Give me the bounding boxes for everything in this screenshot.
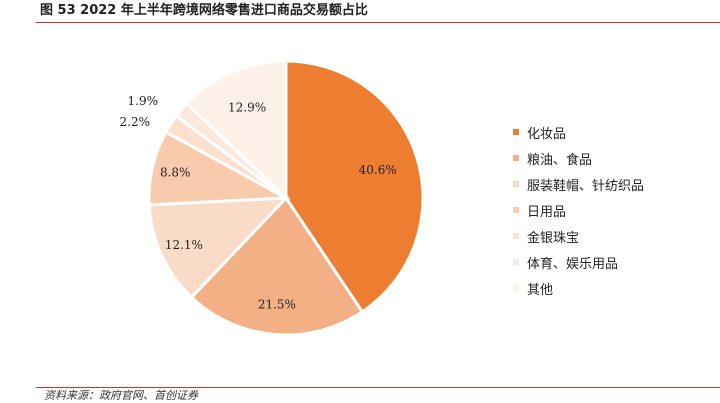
legend-swatch xyxy=(513,129,519,135)
pie-slices xyxy=(147,59,425,337)
legend-item: 化妆品 xyxy=(513,119,644,145)
source-divider xyxy=(36,387,720,388)
legend-item: 其他 xyxy=(513,275,644,301)
legend-label: 其他 xyxy=(527,282,554,298)
legend-swatch xyxy=(513,259,519,265)
legend-swatch xyxy=(513,155,519,161)
slice-value-label: 21.5% xyxy=(258,298,296,312)
source-note: 资料来源：政府官网、首创证券 xyxy=(44,389,198,402)
legend-label: 体育、娱乐用品 xyxy=(527,256,619,272)
legend-item: 体育、娱乐用品 xyxy=(513,249,644,275)
legend-label: 金银珠宝 xyxy=(527,230,580,246)
legend-label: 粮油、食品 xyxy=(527,152,593,168)
pie-value-labels: 40.6% 21.5% 12.1% 8.8% 2.2% 1.9% 12.9% xyxy=(120,94,397,312)
slice-value-label: 40.6% xyxy=(359,163,397,177)
pie-slice xyxy=(147,196,290,300)
chart-legend: 化妆品粮油、食品服装鞋帽、针纺织品 日用品金银珠宝体育、娱乐用品 其他 xyxy=(513,119,644,301)
figure-title: 图 53 2022 年上半年跨境网络零售进口商品交易额占比 xyxy=(40,3,368,18)
legend-swatch xyxy=(513,233,519,239)
legend-swatch xyxy=(513,181,519,187)
legend-label: 服装鞋帽、针纺织品 xyxy=(527,178,645,194)
legend-swatch xyxy=(513,207,519,213)
title-divider xyxy=(36,22,720,23)
slice-value-label: 12.9% xyxy=(228,100,266,114)
pie-slice xyxy=(189,195,365,337)
slice-value-label: 8.8% xyxy=(160,166,191,180)
slice-value-label: 2.2% xyxy=(120,115,151,129)
legend-swatch xyxy=(513,285,519,291)
slice-value-label: 1.9% xyxy=(128,94,159,108)
legend-label: 化妆品 xyxy=(527,126,567,142)
pie-slice xyxy=(184,59,288,202)
pie-slice xyxy=(284,59,425,314)
legend-label: 日用品 xyxy=(527,204,567,220)
slice-value-label: 12.1% xyxy=(165,238,203,252)
legend-item: 日用品 xyxy=(513,197,644,223)
legend-item: 金银珠宝 xyxy=(513,223,644,249)
legend-item: 服装鞋帽、针纺织品 xyxy=(513,171,644,197)
legend-item: 粮油、食品 xyxy=(513,145,644,171)
